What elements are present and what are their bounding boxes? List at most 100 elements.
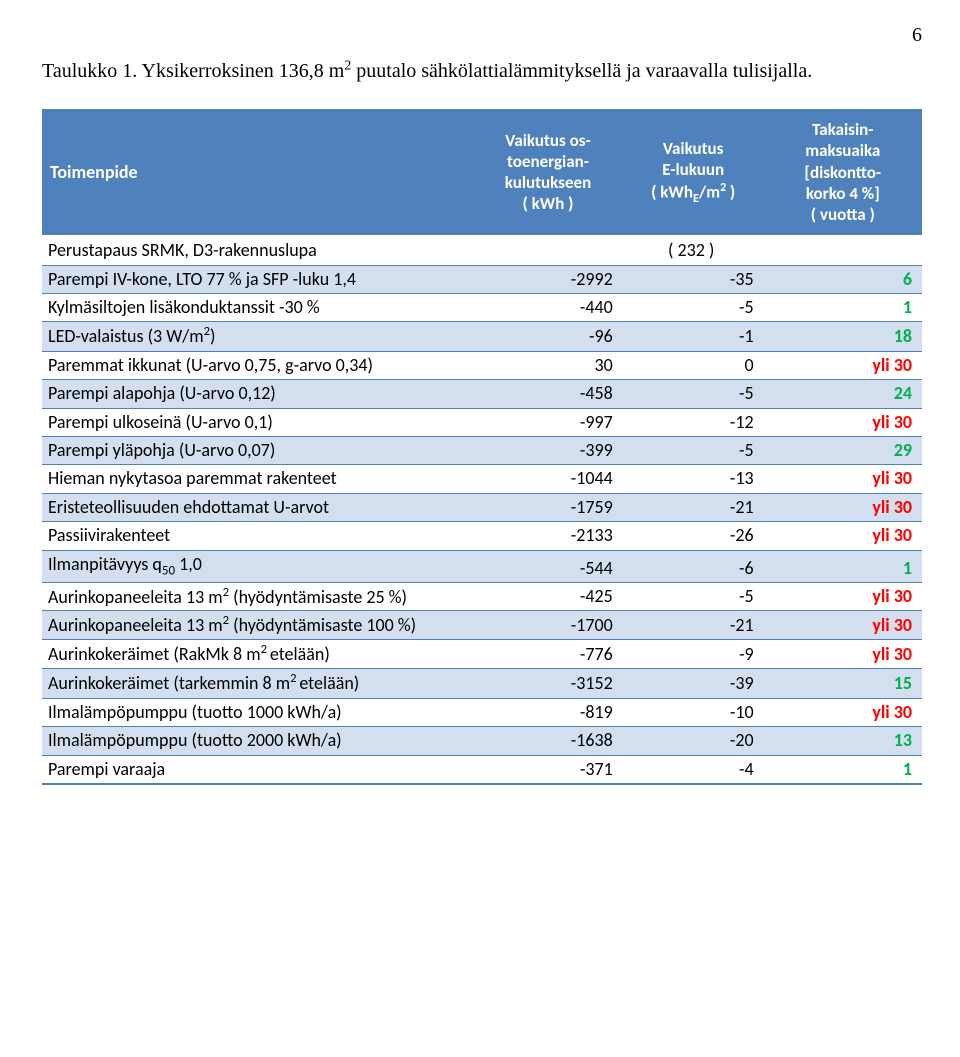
row-label: Ilmanpitävyys q50 1,0: [42, 550, 473, 582]
label-superscript: 2: [223, 613, 229, 628]
table-row: Aurinkopaneeleita 13 m2 (hyödyntämisaste…: [42, 611, 922, 640]
col-evalue: -13: [623, 465, 764, 493]
col-payback: 1: [764, 550, 922, 582]
col-energy: -544: [473, 550, 623, 582]
table-row: Paremmat ikkunat (U-arvo 0,75, g-arvo 0,…: [42, 351, 922, 379]
row-label: Passiivirakenteet: [42, 522, 473, 550]
col-energy: -440: [473, 294, 623, 322]
col-evalue: -9: [623, 639, 764, 668]
col-energy: -1700: [473, 611, 623, 640]
col-energy: -1759: [473, 493, 623, 521]
table-caption: Taulukko 1. Yksikerroksinen 136,8 m2 puu…: [42, 51, 922, 91]
hdr-text: Takaisin-: [812, 119, 873, 140]
table-row: Perustapaus SRMK, D3-rakennuslupa ( 232 ): [42, 236, 922, 265]
row-label: Aurinkopaneeleita 13 m2 (hyödyntämisaste…: [42, 582, 473, 611]
col-payback: 1: [764, 294, 922, 322]
col-energy: -1044: [473, 465, 623, 493]
col-payback: yli 30: [764, 465, 922, 493]
col-evalue: -5: [623, 294, 764, 322]
hdr-text: kulutukseen: [505, 172, 591, 193]
table-header-row: Toimenpide Vaikutus os- toenergian- kulu…: [42, 109, 922, 236]
col-evalue: -5: [623, 380, 764, 408]
table-row: Aurinkokeräimet (RakMk 8 m2 etelään)-776…: [42, 639, 922, 668]
col-energy: -2133: [473, 522, 623, 550]
col-energy: -371: [473, 755, 623, 784]
col-payback: 18: [764, 322, 922, 351]
table-row: Parempi varaaja-371-41: [42, 755, 922, 784]
col-payback: yli 30: [764, 493, 922, 521]
col-evalue: -5: [623, 436, 764, 464]
col-evalue: -1: [623, 322, 764, 351]
table-row: Ilmanpitävyys q50 1,0-544-61: [42, 550, 922, 582]
page-number: 6: [42, 24, 922, 47]
label-superscript: 2: [223, 585, 229, 600]
row-label: Ilmalämpöpumppu (tuotto 2000 kWh/a): [42, 727, 473, 755]
label-superscript: 2: [261, 642, 270, 657]
header-evalue: Vaikutus E-lukuun ( kWhE/m2 ): [623, 109, 764, 236]
table-row: Kylmäsiltojen lisäkonduktanssit -30 %-44…: [42, 294, 922, 322]
hdr-text: ): [726, 181, 735, 202]
row-label: Paremmat ikkunat (U-arvo 0,75, g-arvo 0,…: [42, 351, 473, 379]
row-label: Aurinkokeräimet (RakMk 8 m2 etelään): [42, 639, 473, 668]
col-energy: -997: [473, 408, 623, 436]
row-label: Aurinkopaneeleita 13 m2 (hyödyntämisaste…: [42, 611, 473, 640]
hdr-text: [diskontto-: [804, 162, 881, 183]
table-row: Parempi IV-kone, LTO 77 % ja SFP -luku 1…: [42, 265, 922, 293]
hdr-text: korko 4 %]: [806, 183, 880, 204]
col-evalue: -21: [623, 493, 764, 521]
col-energy: [473, 236, 623, 265]
col-evalue: -20: [623, 727, 764, 755]
header-payback: Takaisin- maksuaika [diskontto- korko 4 …: [764, 109, 922, 236]
label-superscript: 2: [204, 324, 210, 339]
col-payback: yli 30: [764, 639, 922, 668]
hdr-text: E-lukuun: [662, 159, 724, 180]
header-action: Toimenpide: [42, 109, 473, 236]
col-payback: 6: [764, 265, 922, 293]
table-row: Parempi yläpohja (U-arvo 0,07)-399-529: [42, 436, 922, 464]
hdr-text: /m: [699, 181, 720, 202]
col-evalue: -12: [623, 408, 764, 436]
row-label: Perustapaus SRMK, D3-rakennuslupa: [42, 236, 473, 265]
col-payback: 15: [764, 669, 922, 698]
table-row: LED-valaistus (3 W/m2)-96-118: [42, 322, 922, 351]
table-row: Parempi ulkoseinä (U-arvo 0,1)-997-12yli…: [42, 408, 922, 436]
col-energy: -96: [473, 322, 623, 351]
hdr-text: ( vuotta ): [811, 204, 875, 225]
row-label: LED-valaistus (3 W/m2): [42, 322, 473, 351]
row-label: Parempi varaaja: [42, 755, 473, 784]
col-payback: yli 30: [764, 408, 922, 436]
col-payback: yli 30: [764, 522, 922, 550]
table-row: Aurinkopaneeleita 13 m2 (hyödyntämisaste…: [42, 582, 922, 611]
table-row: Ilmalämpöpumppu (tuotto 2000 kWh/a)-1638…: [42, 727, 922, 755]
hdr-text: Vaikutus: [663, 138, 724, 159]
col-energy: -819: [473, 698, 623, 726]
col-evalue: -4: [623, 755, 764, 784]
col-payback: yli 30: [764, 611, 922, 640]
table-row: Hieman nykytasoa paremmat rakenteet-1044…: [42, 465, 922, 493]
table-body: Perustapaus SRMK, D3-rakennuslupa ( 232 )…: [42, 236, 922, 784]
caption-prefix: Taulukko 1. Yksikerroksinen 136,8 m: [42, 60, 344, 82]
col-energy: -399: [473, 436, 623, 464]
table-row: Aurinkokeräimet (tarkemmin 8 m2 etelään)…: [42, 669, 922, 698]
col-payback: 1: [764, 755, 922, 784]
col-energy: -458: [473, 380, 623, 408]
table-row: Parempi alapohja (U-arvo 0,12)-458-524: [42, 380, 922, 408]
header-energy: Vaikutus os- toenergian- kulutukseen ( k…: [473, 109, 623, 236]
hdr-text: ( kWh: [651, 181, 693, 202]
table-row: Ilmalämpöpumppu (tuotto 1000 kWh/a)-819-…: [42, 698, 922, 726]
col-payback: yli 30: [764, 582, 922, 611]
row-label: Parempi alapohja (U-arvo 0,12): [42, 380, 473, 408]
row-label: Eristeteollisuuden ehdottamat U-arvot: [42, 493, 473, 521]
row-label: Parempi IV-kone, LTO 77 % ja SFP -luku 1…: [42, 265, 473, 293]
col-payback: 13: [764, 727, 922, 755]
hdr-text: maksuaika: [805, 140, 880, 161]
col-energy: -1638: [473, 727, 623, 755]
label-subscript: 50: [162, 563, 175, 578]
hdr-text: ( kWh ): [523, 193, 574, 214]
col-energy: -3152: [473, 669, 623, 698]
col-evalue: ( 232 ): [623, 236, 764, 265]
measures-table: Toimenpide Vaikutus os- toenergian- kulu…: [42, 109, 922, 785]
col-evalue: -6: [623, 550, 764, 582]
row-label: Ilmalämpöpumppu (tuotto 1000 kWh/a): [42, 698, 473, 726]
col-payback: 24: [764, 380, 922, 408]
